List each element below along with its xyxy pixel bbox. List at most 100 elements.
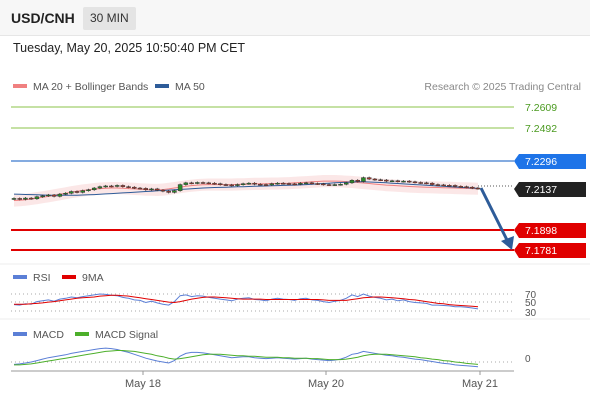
candle (212, 182, 217, 185)
candle-body (464, 186, 469, 188)
candle-body (441, 184, 446, 187)
candle (120, 184, 126, 188)
candle (114, 184, 120, 188)
candle (17, 197, 22, 201)
candle (74, 190, 80, 194)
candle-body (109, 185, 114, 188)
candle (246, 182, 252, 185)
candle-body (235, 184, 240, 186)
candle-body (63, 192, 68, 195)
rsi-ma-legend-swatch (62, 275, 76, 279)
candle (429, 182, 435, 186)
candle-body (246, 182, 252, 185)
candle-body (458, 186, 464, 188)
rsi-tick-50: 50 (525, 298, 537, 309)
macd-legend-label: MACD (33, 329, 64, 341)
candle (189, 181, 194, 185)
candle (160, 189, 166, 193)
candle (355, 179, 360, 183)
rsi-tick-30: 30 (525, 308, 537, 319)
candle-body (366, 177, 372, 180)
x-tick-may21: May 21 (462, 378, 498, 390)
timestamp: Tuesday, May 20, 2025 10:50:40 PM CET (13, 41, 246, 55)
pivot-tag (514, 154, 586, 169)
macd-tick-0: 0 (525, 354, 531, 365)
forecast-arrow (479, 187, 514, 250)
candle-body (378, 179, 383, 181)
candle-body (338, 183, 343, 186)
timeframe-button[interactable]: 30 MIN (83, 7, 136, 30)
candle-body (349, 179, 355, 184)
candle-body (114, 185, 120, 187)
ma50-legend-label: MA 50 (175, 81, 205, 93)
candle-body (412, 181, 418, 184)
candle (126, 185, 131, 189)
candle (137, 187, 143, 190)
candle (470, 186, 475, 190)
candle (258, 183, 263, 186)
macd-legend-swatch (13, 332, 27, 336)
candle (177, 183, 183, 192)
ma20-legend-label: MA 20 + Bollinger Bands (33, 81, 148, 93)
candle-body (149, 188, 154, 191)
rsi-ma-legend-label: 9MA (82, 272, 104, 284)
rsi-line (13, 293, 479, 310)
macd-signal-line (14, 350, 479, 366)
candle-body (280, 182, 286, 185)
candle-body (395, 180, 401, 183)
candle (338, 183, 343, 186)
candle (235, 183, 240, 187)
candle-body (69, 191, 74, 194)
candle-body (177, 184, 183, 191)
candle-body (332, 184, 338, 186)
candle-body (372, 178, 378, 181)
candle (418, 181, 423, 184)
candle (412, 180, 418, 184)
last-price-label: 7.2137 (525, 184, 557, 196)
candle-body (269, 183, 275, 186)
candle-body (120, 185, 126, 187)
candle-body (51, 194, 57, 197)
candle (401, 180, 406, 183)
candle (28, 197, 34, 200)
candle (321, 182, 326, 186)
candle (166, 190, 171, 194)
candle (447, 184, 452, 187)
candle-body (470, 186, 475, 189)
candle (315, 182, 320, 185)
candle (69, 190, 74, 195)
candle (298, 182, 303, 186)
candle-body (263, 184, 269, 186)
rsi-legend-label: RSI (33, 272, 51, 284)
candle (63, 192, 68, 196)
candle-body (212, 182, 217, 185)
candle-body (240, 183, 246, 185)
candle (154, 187, 160, 192)
candle-body (200, 182, 206, 184)
candle-body (166, 190, 171, 193)
candle-body (309, 182, 315, 185)
candle-body (407, 180, 412, 183)
ma50-legend-swatch (155, 84, 169, 88)
candle-body (132, 186, 137, 189)
candle (349, 179, 355, 184)
candle (97, 185, 103, 190)
candle (200, 181, 206, 184)
support-1-tag (514, 223, 586, 238)
candle (326, 183, 332, 186)
candle (23, 197, 28, 201)
candle (309, 181, 315, 185)
candle (332, 183, 338, 186)
candle (46, 193, 51, 197)
candle (452, 184, 458, 188)
candle (172, 189, 177, 194)
rsi-legend-swatch (13, 275, 27, 279)
candle-body (252, 182, 257, 185)
last-price-tag (514, 182, 586, 197)
candle-body (143, 188, 149, 191)
candle (91, 187, 97, 191)
candle-body (183, 182, 189, 185)
candle-body (343, 182, 349, 185)
candle-body (389, 180, 395, 183)
